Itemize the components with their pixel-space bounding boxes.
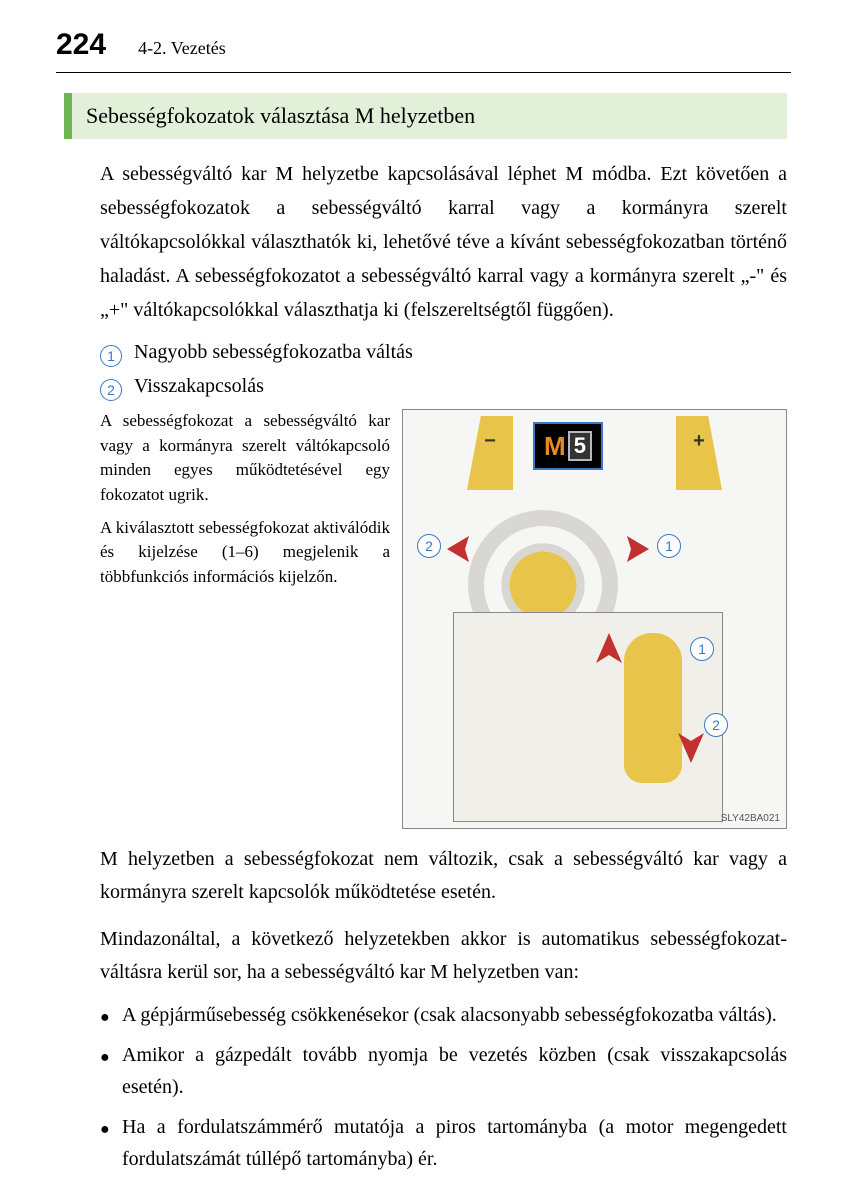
page-header: 224 4-2. Vezetés (56, 0, 791, 73)
sub-paragraph: A kiválasztott sebességfokozat aktiválód… (100, 516, 390, 590)
figure-label: SLY42BA021 (721, 813, 780, 824)
gear-display-badge: M 5 (533, 422, 603, 470)
arrow-icon (619, 534, 649, 564)
two-column-layout: A sebességfokozat a sebességváltó kar va… (100, 409, 787, 829)
bullet-item: ● Ha a fordulatszámmérő mutatója a piros… (100, 1111, 787, 1175)
paddle-minus-icon: − (467, 416, 513, 490)
paddle-minus-label: − (484, 430, 496, 453)
callout-2-icon: 2 (704, 713, 728, 737)
list-item: 2 Visszakapcsolás (100, 375, 787, 401)
paddle-plus-label: + (693, 430, 705, 453)
list-item: 1 Nagyobb sebességfokozatba váltás (100, 341, 787, 367)
paddle-plus-icon: + (676, 416, 722, 490)
gear-lever-inset: 1 2 (453, 612, 723, 822)
bullet-item: ● A gépjárműsebesség csökkenésekor (csak… (100, 999, 787, 1031)
list-item-label: Nagyobb sebességfokozatba váltás (134, 341, 413, 364)
content-area: Sebességfokozatok választása M helyzetbe… (0, 73, 847, 1175)
bullet-text: Amikor a gázpedált tovább nyomja be veze… (122, 1039, 787, 1103)
gear-mode-label: M (544, 431, 566, 462)
circle-number-icon: 1 (100, 345, 122, 367)
numbered-list: 1 Nagyobb sebességfokozatba váltás 2 Vis… (100, 341, 787, 401)
list-item-label: Visszakapcsolás (134, 375, 264, 398)
bullet-icon: ● (100, 1039, 122, 1103)
body-paragraph: M helyzetben a sebességfokozat nem válto… (100, 843, 787, 909)
arrow-up-icon (596, 633, 622, 673)
bullet-icon: ● (100, 999, 122, 1031)
bullet-item: ● Amikor a gázpedált tovább nyomja be ve… (100, 1039, 787, 1103)
intro-paragraph: A sebességváltó kar M helyzetbe kapcsolá… (100, 157, 787, 327)
bullet-text: A gépjárműsebesség csökkenésekor (csak a… (122, 999, 777, 1031)
bullet-list: ● A gépjárműsebesség csökkenésekor (csak… (100, 999, 787, 1175)
dashboard-figure: − M 5 + 2 1 1 2 (402, 409, 787, 829)
bullet-icon: ● (100, 1111, 122, 1175)
callout-1-icon: 1 (690, 637, 714, 661)
circle-number-icon: 2 (100, 379, 122, 401)
bullet-text: Ha a fordulatszámmérő mutatója a piros t… (122, 1111, 787, 1175)
figure-column: − M 5 + 2 1 1 2 (402, 409, 787, 829)
body-paragraph: Mindazonáltal, a következő helyzetekben … (100, 923, 787, 989)
section-heading: Sebességfokozatok választása M helyzetbe… (64, 93, 787, 139)
page-number: 224 (56, 28, 106, 62)
arrow-icon (447, 534, 477, 564)
text-column: A sebességfokozat a sebességváltó kar va… (100, 409, 390, 829)
arrow-down-icon (678, 723, 704, 763)
section-label: 4-2. Vezetés (138, 38, 226, 59)
callout-1-icon: 1 (657, 534, 681, 558)
gear-number-label: 5 (568, 431, 592, 461)
callout-2-icon: 2 (417, 534, 441, 558)
gear-lever-icon (624, 633, 682, 783)
sub-paragraph: A sebességfokozat a sebességváltó kar va… (100, 409, 390, 508)
